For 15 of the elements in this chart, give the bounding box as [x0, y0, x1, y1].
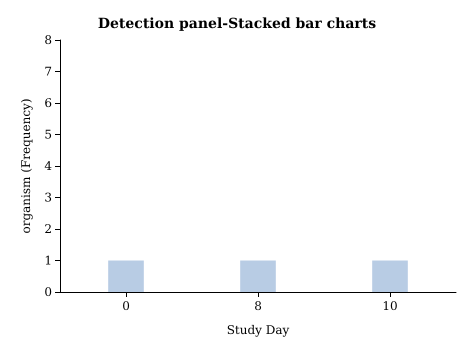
y-tick-label: 3	[44, 190, 52, 204]
x-tick-label: 0	[122, 299, 130, 313]
y-tick-label: 7	[44, 64, 52, 78]
y-tick-label: 2	[44, 222, 52, 236]
x-tick-label: 10	[382, 299, 398, 313]
y-tick-label: 4	[44, 159, 52, 173]
y-tick-label: 5	[44, 128, 52, 142]
y-tick-label: 1	[44, 254, 52, 268]
y-tick-label: 6	[44, 96, 52, 110]
x-axis-title: Study Day	[226, 323, 290, 337]
y-tick-label: 8	[44, 33, 52, 47]
x-tick-label: 8	[254, 299, 262, 313]
y-tick-label: 0	[44, 285, 52, 299]
y-axis-title: organism (Frequency)	[19, 98, 33, 234]
chart-title: Detection panel-Stacked bar charts	[98, 16, 376, 32]
